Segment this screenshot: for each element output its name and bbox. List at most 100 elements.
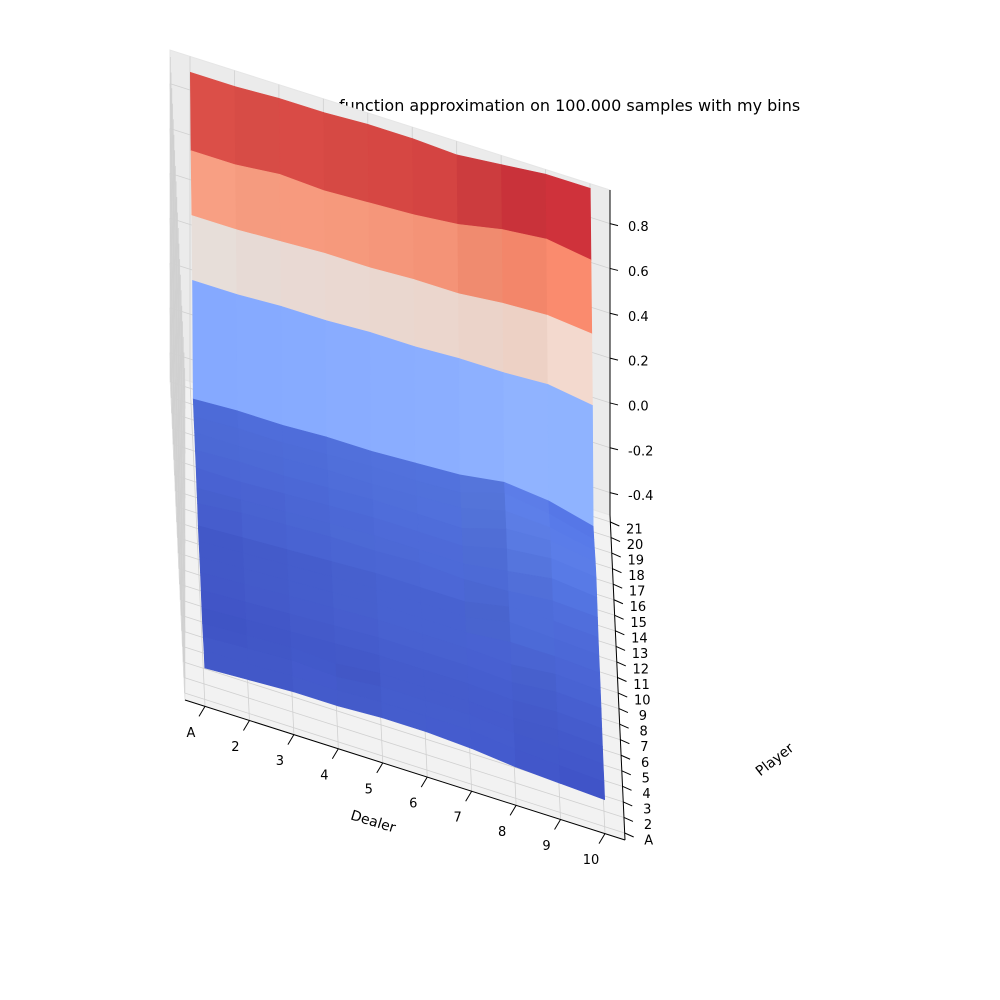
x-tick <box>420 776 428 788</box>
left-gridline-z <box>169 307 186 633</box>
y-tick <box>623 816 634 822</box>
x-axis-line <box>184 699 626 841</box>
y-tick <box>622 785 632 791</box>
x-tick <box>287 734 295 745</box>
x-tick-label: 9 <box>542 839 550 854</box>
surface-patch <box>323 112 370 204</box>
x-tick-label: 10 <box>583 853 600 868</box>
x-tick <box>509 805 517 816</box>
surface-patch <box>236 294 283 426</box>
surface-patch <box>461 527 508 550</box>
surface-patch <box>501 229 548 316</box>
x-tick-label: 8 <box>498 825 506 840</box>
x-tick-label: 3 <box>276 754 284 769</box>
y-tick <box>624 832 634 838</box>
y-tick-label: 9 <box>639 709 647 724</box>
surface-patch <box>456 154 503 230</box>
x-tick-label: A <box>187 726 196 741</box>
left-gridline-z <box>169 352 186 678</box>
y-tick-label: 11 <box>633 678 650 693</box>
z-tick-label: -0.2 <box>628 444 653 459</box>
x-tick <box>331 748 339 760</box>
surface-patch <box>414 346 461 476</box>
x-tick-label: 5 <box>365 782 373 797</box>
y-tick-label: 5 <box>642 771 650 786</box>
surface-patch <box>559 765 606 801</box>
y-tick <box>612 568 622 574</box>
z-tick <box>609 447 619 451</box>
surface-patch <box>325 320 372 452</box>
y-tick-label: 18 <box>628 569 645 584</box>
y-tick-label: 7 <box>640 740 648 755</box>
y-tick-label: 4 <box>642 787 650 802</box>
y-axis-label: Player <box>753 740 797 780</box>
surface-patch <box>367 123 414 215</box>
y-tick <box>623 801 633 807</box>
x-tick <box>376 762 384 774</box>
z-tick <box>609 267 619 271</box>
x-tick <box>554 819 561 830</box>
surface-patch <box>369 331 416 464</box>
x-tick-label: 7 <box>454 811 462 826</box>
surface-patch <box>457 223 504 304</box>
surface-patch <box>234 86 281 175</box>
surface-patch <box>501 164 547 240</box>
x-tick <box>465 790 473 802</box>
surface-patch <box>235 164 281 242</box>
y-tick <box>621 770 632 776</box>
surface-patch <box>368 202 415 280</box>
surface-patch <box>235 229 282 307</box>
surface-patch <box>503 372 550 502</box>
y-tick-label: 10 <box>634 694 651 709</box>
y-tick-label: 16 <box>630 600 647 615</box>
x-tick-label: 4 <box>320 768 328 783</box>
z-tick <box>609 402 619 406</box>
x-axis-label: Dealer <box>349 808 398 837</box>
x-tick <box>198 706 206 717</box>
y-tick <box>618 692 628 698</box>
left-gridline-z <box>169 218 186 544</box>
z-tick-label: 0.6 <box>628 265 649 280</box>
y-tick-label: 3 <box>643 802 651 817</box>
y-tick <box>620 739 630 745</box>
y-tick-label: 8 <box>640 725 648 740</box>
left-gridline-z <box>169 83 186 409</box>
left-gridline-z <box>169 128 186 454</box>
y-tick <box>610 521 620 527</box>
y-tick <box>615 645 626 651</box>
y-tick-label: 6 <box>641 756 649 771</box>
z-tick <box>609 223 619 227</box>
left-gridline-z <box>169 173 186 499</box>
z-tick-label: 0.4 <box>628 310 649 325</box>
y-tick <box>613 599 624 605</box>
y-tick <box>616 661 626 667</box>
x-tick <box>243 720 250 731</box>
surface-patch <box>502 302 549 385</box>
z-tick-label: 0.0 <box>628 399 649 414</box>
y-tick-label: 12 <box>633 662 650 677</box>
z-tick-label: -0.4 <box>628 489 653 504</box>
y-tick-label: 14 <box>631 631 648 646</box>
y-tick-label: 13 <box>632 647 649 662</box>
y-tick <box>620 754 631 760</box>
y-tick <box>611 552 621 558</box>
y-tick <box>614 614 624 620</box>
surface-patch <box>460 507 507 530</box>
y-tick <box>615 630 625 636</box>
y-tick-label: 21 <box>626 522 643 537</box>
z-tick <box>609 357 619 361</box>
y-tick-label: 15 <box>630 616 647 631</box>
floor-gridline-y <box>183 677 625 818</box>
y-tick <box>619 723 629 729</box>
left-gridline-z <box>169 262 186 588</box>
floor-gridline-y <box>184 692 625 834</box>
z-tick-label: 0.8 <box>628 220 649 235</box>
y-tick <box>612 583 623 589</box>
y-tick <box>618 708 629 714</box>
y-tick-label: A <box>644 834 653 849</box>
z-tick <box>609 492 619 496</box>
x-tick-label: 6 <box>409 797 417 812</box>
surface-patch <box>189 71 236 166</box>
z-tick <box>609 312 619 316</box>
